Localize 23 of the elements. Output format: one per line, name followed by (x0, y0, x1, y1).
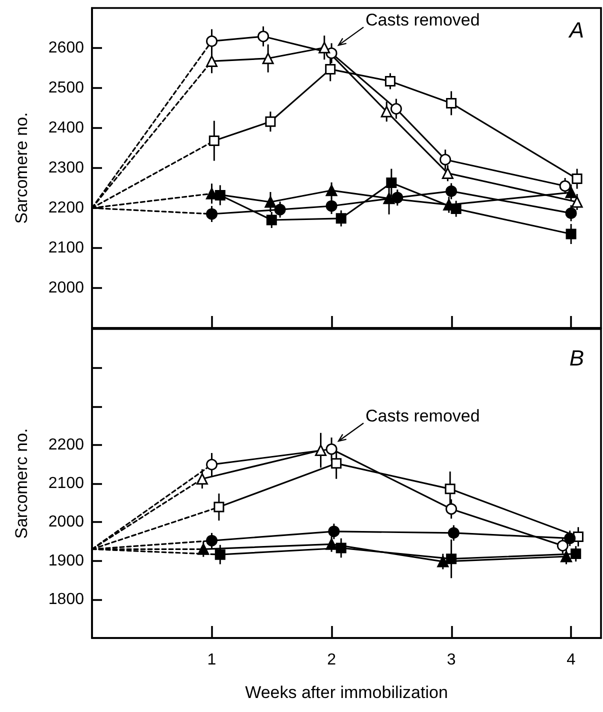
y-tick-label: 2200 (48, 436, 84, 454)
y-tick-label: 1800 (48, 590, 84, 608)
text: B (569, 346, 584, 370)
y-tick-label: 2000 (48, 280, 84, 296)
y-tick-label: 2100 (48, 475, 84, 492)
y-tick-label: 2600 (48, 40, 84, 56)
x-tick-label: 4 (566, 652, 576, 668)
y-tick-label: 1900 (48, 552, 84, 570)
y-tick-label: 2100 (48, 240, 84, 256)
y-axis-title: Sarcomere no. (12, 112, 31, 224)
y-tick-label: 2400 (48, 120, 84, 136)
annotation: Casts removed (366, 10, 480, 30)
x-tick-label: 2 (327, 652, 336, 668)
y-tick-label: 2200 (48, 200, 84, 216)
x-axis-title: Weeks after immobilization (245, 683, 448, 702)
x-tick-label: 3 (446, 652, 456, 668)
y-tick-label: 2500 (48, 80, 84, 96)
annotation: Casts removed (366, 406, 480, 426)
y-tick-label: 2000 (48, 514, 84, 531)
y-axis-title: Sarcomerc no. (12, 428, 31, 539)
x-tick-label: 1 (207, 652, 216, 668)
chart-title: A (567, 18, 584, 42)
y-tick-label: 2300 (48, 160, 84, 176)
